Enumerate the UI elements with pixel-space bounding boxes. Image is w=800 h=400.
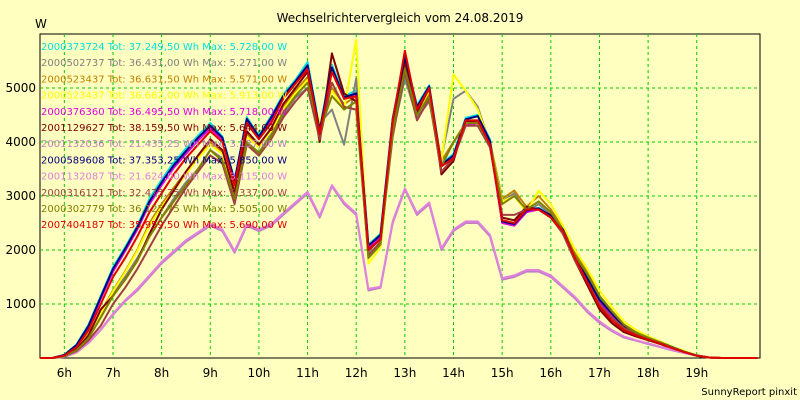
y-tick-label: 2000 [5, 243, 36, 257]
plot-area: 1000 2000 3000 4000 5000 6h 7h 8h 9h 10h 11h 12h 13h… [5, 33, 761, 380]
x-tick-label: 15h [491, 366, 514, 380]
series-line-11 [40, 68, 758, 359]
x-tick-label: 10h [247, 366, 270, 380]
x-tick-label: 6h [57, 366, 72, 380]
x-tick-label: 12h [345, 366, 368, 380]
legend-entry-3: 2000523437 Tot: 36.631,50 Wh Max: 5.571,… [41, 74, 287, 85]
x-tick-label: 17h [588, 366, 611, 380]
x-tick-label: 14h [442, 366, 465, 380]
x-tick-label: 8h [154, 366, 169, 380]
x-tick-label: 7h [105, 366, 120, 380]
legend-entry-4: 2000523437 Tot: 36.662,00 Wh Max: 5.913,… [41, 91, 287, 102]
chart-title: Wechselrichtervergleich vom 24.08.2019 [277, 11, 524, 25]
series-line-9 [40, 184, 758, 359]
y-tick-label: 3000 [5, 189, 36, 203]
legend-entry-12: 2007404187 Tot: 35.959,50 Wh Max: 5.690,… [41, 220, 287, 231]
credit-label: SunnyReport pinxit [701, 387, 797, 398]
y-tick-label: 1000 [5, 297, 36, 311]
legend-entry-1: 2000373724 Tot: 37.249,50 Wh Max: 5.728,… [41, 42, 287, 53]
y-axis-unit-label: W [35, 17, 47, 31]
y-tick-label: 4000 [5, 135, 36, 149]
x-tick-label: 11h [296, 366, 319, 380]
y-tick-label: 5000 [5, 81, 36, 95]
series-line-2 [40, 77, 758, 359]
legend-entry-5: 2000376360 Tot: 36.495,50 Wh Max: 5.718,… [41, 107, 287, 118]
legend-entry-9: 2001132087 Tot: 21.624,00 Wh Max: 3.115,… [41, 172, 287, 183]
x-tick-label: 16h [539, 366, 562, 380]
legend-entry-10: 2000316121 Tot: 32.475,75 Wh Max: 5.337,… [41, 188, 287, 199]
x-tick-label: 18h [637, 366, 660, 380]
legend-entry-7: 2001132036 Tot: 21.435,25 Wh Max: 3.137,… [41, 139, 287, 150]
legend-entry-11: 2000302779 Tot: 36.125,75 Wh Max: 5.505,… [41, 204, 287, 215]
series-line-12 [40, 49, 758, 359]
x-tick-label: 19h [685, 366, 708, 380]
x-tick-label: 13h [393, 366, 416, 380]
x-tick-label: 9h [203, 366, 218, 380]
legend-entry-8: 2000589608 Tot: 37.353,25 Wh Max: 5.850,… [41, 155, 287, 166]
legend-entry-2: 2000502737 Tot: 36.431,00 Wh Max: 5.271,… [41, 58, 287, 69]
legend-entry-6: 2001129627 Tot: 38.159,50 Wh Max: 5.644,… [41, 123, 287, 134]
